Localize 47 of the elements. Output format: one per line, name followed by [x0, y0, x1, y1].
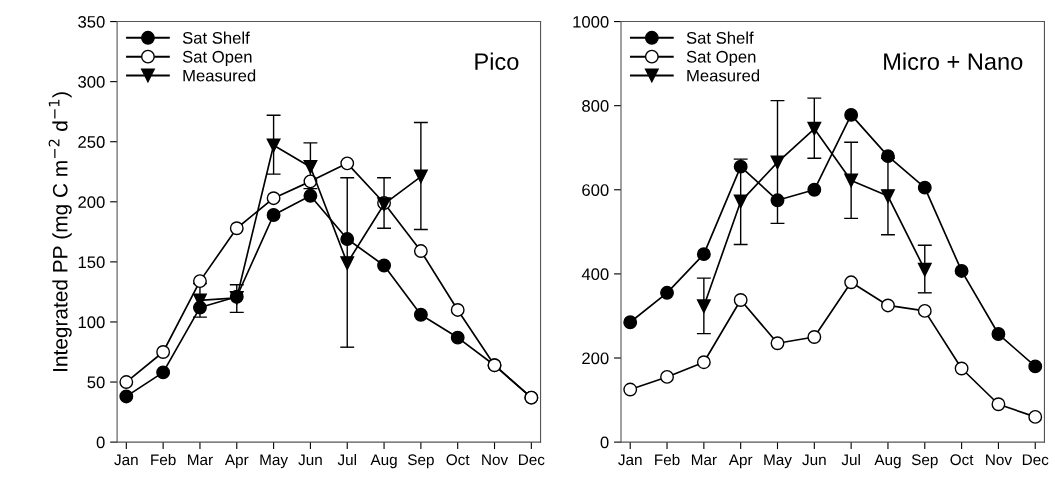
x-tick-label: Feb — [655, 453, 680, 466]
x-tick-label: Mar — [188, 454, 213, 466]
legend-label: Sat Shelf — [686, 31, 754, 44]
y-tick-label: 0 — [96, 436, 105, 449]
y-tick-label: 0 — [600, 436, 609, 449]
x-tick-label: Aug — [370, 454, 397, 469]
y-tick-label: 600 — [582, 184, 609, 196]
text: Pico — [475, 52, 519, 70]
x-tick-label: Jul — [841, 453, 860, 466]
y-tick-label: 200 — [78, 196, 105, 208]
y-tick-label: 250 — [78, 136, 105, 148]
legend-label: Measured — [183, 69, 256, 82]
y-tick-label: 300 — [78, 76, 105, 88]
legend-label: Sat Shelf — [182, 31, 250, 44]
x-tick-label: Oct — [446, 454, 470, 466]
y-axis-title: Integrated PP (mg C m$^{−2}$ d$^{−1}$) — [48, 92, 72, 371]
x-tick-label: Apr — [728, 454, 753, 469]
y-tick-label: 800 — [582, 100, 609, 112]
x-tick-label: Dec — [519, 454, 545, 466]
x-tick-label: Nov — [986, 454, 1012, 466]
x-tick-label: Jun — [298, 454, 322, 466]
y-tick-label: 150 — [78, 256, 105, 269]
x-tick-label: Jan — [114, 454, 138, 466]
y-tick-label: 200 — [582, 352, 609, 365]
y-tick-label: 100 — [78, 316, 105, 329]
x-tick-label: May — [260, 454, 288, 469]
x-tick-label: Jan — [618, 454, 642, 466]
x-tick-label: May — [764, 454, 792, 469]
x-tick-label: Aug — [874, 454, 901, 469]
x-tick-label: Jul — [337, 453, 356, 466]
x-tick-label: Dec — [1022, 454, 1049, 466]
y-tick-label: 1000 — [573, 15, 609, 28]
text: Micro + Nano — [884, 52, 1023, 70]
legend-label: Measured — [687, 69, 760, 82]
legend-label: Sat Open — [686, 50, 756, 66]
x-tick-label: Feb — [151, 453, 176, 466]
y-tick-label: 400 — [581, 268, 609, 281]
x-tick-label: Sep — [407, 454, 434, 469]
x-tick-label: Sep — [911, 454, 938, 469]
x-tick-label: Nov — [482, 454, 509, 466]
y-tick-label: 50 — [87, 376, 105, 389]
x-tick-label: Mar — [691, 454, 717, 466]
x-tick-label: Oct — [950, 454, 974, 466]
x-tick-label: Apr — [224, 454, 249, 469]
y-tick-label: 350 — [78, 15, 105, 28]
x-tick-label: Jun — [802, 454, 826, 466]
legend-label: Sat Open — [182, 50, 252, 66]
